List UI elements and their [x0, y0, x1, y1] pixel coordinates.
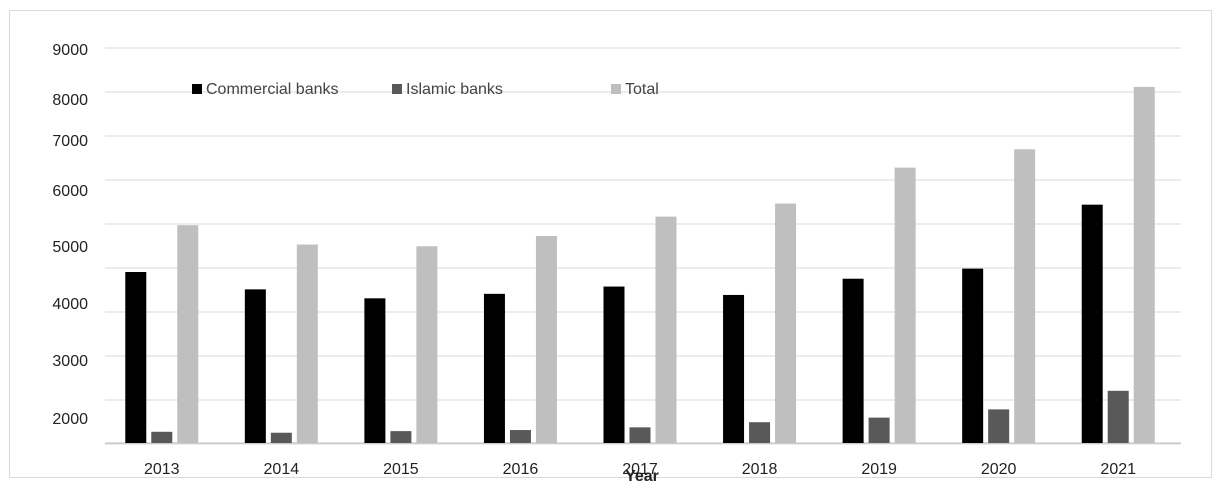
x-axis-title: Year: [625, 468, 659, 483]
bar-commercial-banks-2020: [962, 268, 984, 443]
x-tick-label: 2021: [1100, 461, 1136, 478]
y-tick-label: 4000: [52, 296, 88, 313]
y-tick-label: 3000: [52, 353, 88, 370]
bar-total-2015: [416, 246, 438, 443]
bar-commercial-banks-2019: [842, 278, 864, 443]
bar-islamic-banks-2018: [749, 422, 771, 443]
bar-total-2021: [1133, 86, 1155, 443]
y-tick-label: 5000: [52, 239, 88, 256]
bar-islamic-banks-2019: [868, 417, 890, 443]
legend-label: Commercial banks: [206, 81, 338, 98]
bar-islamic-banks-2021: [1107, 390, 1129, 443]
x-tick-label: 2020: [981, 461, 1017, 478]
bar-islamic-banks-2015: [390, 431, 412, 443]
legend-swatch: [192, 84, 202, 94]
bar-commercial-banks-2014: [244, 289, 266, 443]
legend-swatch: [611, 84, 621, 94]
bar-total-2016: [535, 236, 557, 443]
bar-total-2019: [894, 167, 916, 443]
bar-commercial-banks-2018: [723, 294, 745, 443]
bar-total-2018: [775, 203, 797, 443]
y-tick-label: 2000: [52, 411, 88, 428]
bar-total-2014: [296, 244, 318, 443]
gridlines: [105, 47, 1181, 445]
bar-islamic-banks-2016: [509, 430, 531, 443]
y-tick-label: 9000: [52, 42, 88, 59]
bar-commercial-banks-2013: [125, 272, 147, 443]
x-tick-label: 2017: [622, 461, 658, 478]
bar-islamic-banks-2013: [151, 431, 173, 443]
y-tick-label: 6000: [52, 183, 88, 200]
y-axis-tick-labels: 9000 8000 7000 6000 5000 4000 3000 2000: [52, 42, 88, 428]
bar-total-2013: [177, 225, 199, 443]
legend-swatch: [392, 84, 402, 94]
y-tick-label: 7000: [52, 133, 88, 150]
bar-islamic-banks-2020: [988, 409, 1010, 443]
bars: [125, 86, 1155, 443]
y-tick-label: 8000: [52, 92, 88, 109]
bar-commercial-banks-2015: [364, 298, 386, 443]
x-tick-label: 2015: [383, 461, 419, 478]
legend: Commercial banks Islamic banks Total: [192, 81, 659, 98]
x-tick-label: 2016: [503, 461, 539, 478]
bar-total-2020: [1014, 149, 1036, 443]
bar-islamic-banks-2017: [629, 427, 651, 443]
x-tick-label: 2019: [861, 461, 897, 478]
x-tick-label: 2018: [742, 461, 778, 478]
legend-label: Islamic banks: [406, 81, 503, 98]
bar-commercial-banks-2021: [1081, 204, 1103, 443]
x-tick-label: 2014: [264, 461, 300, 478]
x-axis-tick-labels: 2013 2014 2015 2016 2017 2018 2019 2020 2021: [144, 461, 1136, 478]
bar-commercial-banks-2017: [603, 286, 625, 443]
legend-label: Total: [625, 81, 659, 98]
bar-commercial-banks-2016: [483, 293, 505, 443]
bar-total-2017: [655, 216, 677, 443]
x-tick-label: 2013: [144, 461, 180, 478]
bar-islamic-banks-2014: [270, 432, 292, 443]
